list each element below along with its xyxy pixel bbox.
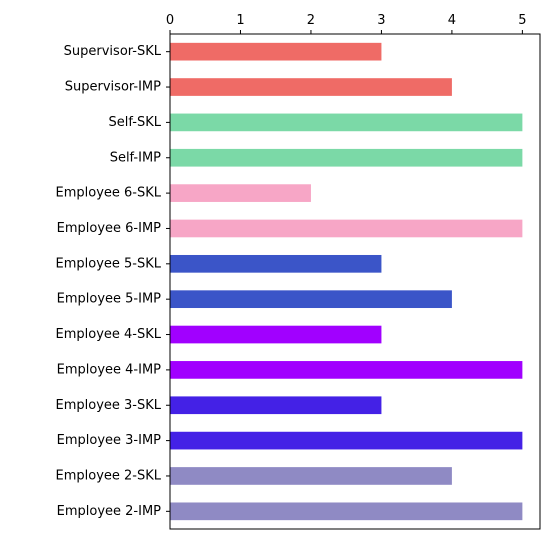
category-label: Employee 5-SKL (56, 256, 162, 271)
category-label: Employee 4-IMP (57, 362, 162, 377)
category-label: Self-IMP (110, 150, 161, 165)
category-label: Supervisor-IMP (65, 80, 161, 95)
bar-employee-3-skl (170, 396, 382, 415)
category-label: Employee 2-SKL (56, 468, 162, 483)
category-label: Supervisor-SKL (64, 44, 162, 59)
x-tick-label: 1 (236, 13, 244, 28)
bar-self-skl (170, 113, 523, 132)
category-label: Self-SKL (109, 115, 162, 130)
bar-employee-4-skl (170, 325, 382, 344)
category-label: Employee 6-IMP (57, 221, 162, 236)
category-label: Employee 3-SKL (56, 398, 162, 413)
bars-group (170, 42, 523, 521)
x-tick-label: 4 (448, 13, 456, 28)
category-labels-group: Supervisor-SKL Supervisor-IMP Self-SKL Self… (56, 44, 170, 519)
category-label: Employee 2-IMP (57, 504, 162, 519)
plot-frame (169, 33, 541, 530)
bar-employee-6-imp (170, 219, 523, 238)
bar-employee-5-imp (170, 290, 452, 309)
category-label: Employee 5-IMP (57, 292, 162, 307)
bar-employee-3-imp (170, 431, 523, 450)
bar-self-imp (170, 148, 523, 167)
bar-employee-4-imp (170, 361, 523, 379)
x-tick-label: 0 (166, 13, 174, 28)
category-label: Employee 4-SKL (56, 327, 162, 342)
bar-supervisor-imp (170, 78, 452, 96)
category-label: Employee 3-IMP (57, 433, 162, 448)
x-tick-label: 5 (518, 13, 526, 28)
x-tick-label: 3 (377, 13, 385, 28)
x-ticks-group: 0 1 2 3 4 5 (166, 13, 527, 34)
bar-employee-2-imp (170, 502, 523, 521)
bar-employee-6-skl (170, 184, 311, 202)
bar-supervisor-skl (170, 42, 382, 61)
bar-employee-5-skl (170, 254, 382, 273)
bar-employee-2-skl (170, 467, 452, 485)
x-tick-label: 2 (307, 13, 315, 28)
category-label: Employee 6-SKL (56, 186, 162, 201)
